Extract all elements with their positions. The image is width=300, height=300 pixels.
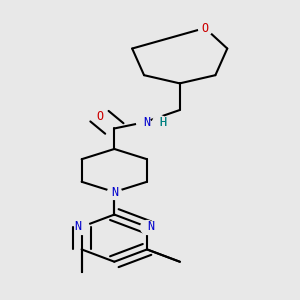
Text: H: H [159,116,166,129]
Text: N: N [143,116,151,129]
Text: N: N [111,185,118,199]
Text: O: O [201,22,208,34]
Text: N: N [147,220,154,233]
Text: H: H [160,116,167,129]
Text: O: O [96,110,103,123]
Text: N: N [74,220,82,233]
